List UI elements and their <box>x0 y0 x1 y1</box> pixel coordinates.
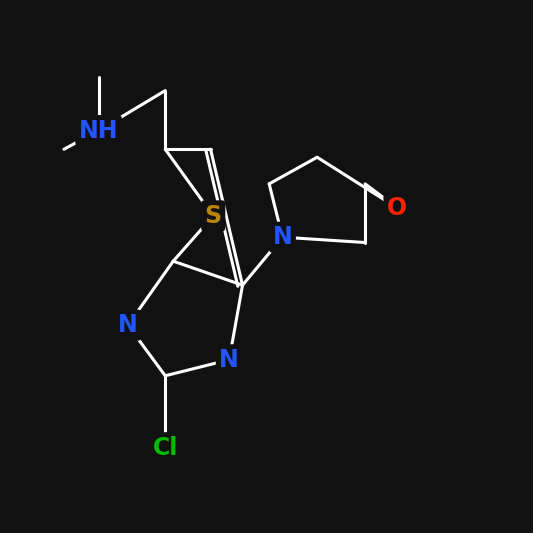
Text: S: S <box>205 204 222 228</box>
Text: O: O <box>387 196 407 220</box>
Text: N: N <box>118 313 138 337</box>
Text: N: N <box>272 225 293 249</box>
Text: N: N <box>219 348 239 372</box>
Text: Cl: Cl <box>152 435 178 460</box>
Text: NH: NH <box>79 118 118 143</box>
